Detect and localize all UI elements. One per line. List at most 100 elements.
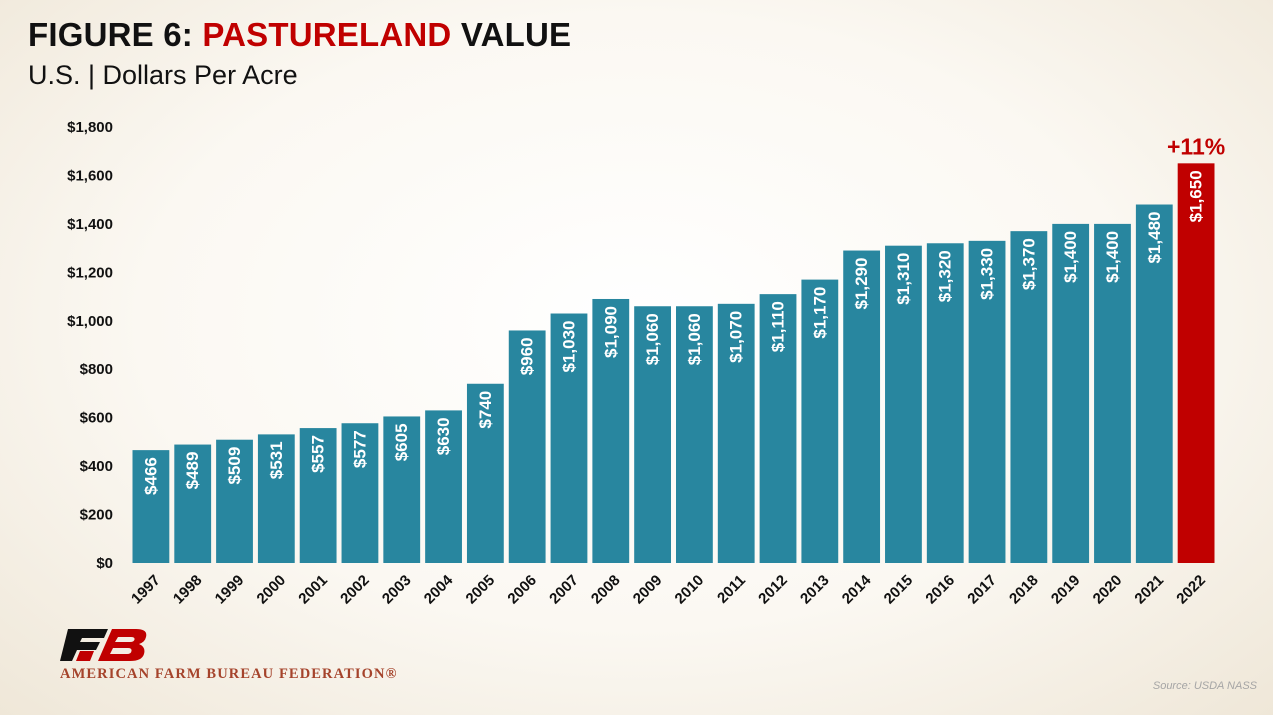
x-tick-label: 2008 <box>588 572 624 608</box>
bar-2002 <box>341 423 379 563</box>
bar-value-label: $1,320 <box>936 250 955 302</box>
y-tick-label: $1,000 <box>67 313 113 330</box>
x-tick-label: 2011 <box>714 572 749 607</box>
bar-2012 <box>759 294 797 563</box>
bar-value-label: $960 <box>518 337 537 375</box>
bar-value-label: $1,480 <box>1145 212 1164 264</box>
org-name: AMERICAN FARM BUREAU FEDERATION® <box>60 666 398 682</box>
x-tick-label: 1999 <box>212 572 248 608</box>
title-suffix: VALUE <box>451 16 572 53</box>
bar-value-label: $1,400 <box>1061 231 1080 283</box>
bar-value-label: $1,030 <box>559 321 578 373</box>
bar-value-label: $1,370 <box>1019 238 1038 290</box>
x-tick-label: 2006 <box>504 572 540 608</box>
x-tick-label: 2020 <box>1090 572 1126 608</box>
bar-2014 <box>843 250 881 564</box>
x-tick-label: 2003 <box>379 572 415 608</box>
bar-value-label: $1,170 <box>810 287 829 339</box>
y-tick-label: $1,400 <box>67 216 113 233</box>
x-tick-label: 2016 <box>922 572 958 608</box>
x-tick-label: 2012 <box>755 572 791 608</box>
bar-value-label: $1,110 <box>769 301 788 352</box>
bar-value-label: $1,650 <box>1187 170 1206 222</box>
x-tick-label: 2000 <box>254 572 290 608</box>
bar-value-label: $1,400 <box>1103 231 1122 283</box>
bar-value-label: $630 <box>434 417 453 455</box>
x-tick-label: 2005 <box>463 572 499 608</box>
bar-value-label: $1,290 <box>852 258 871 310</box>
x-axis: 1997 1998 1999 2000 2001 2002 2003 2004 2005 2006… <box>128 571 1209 607</box>
y-tick-label: $800 <box>80 361 113 378</box>
bar-1997 <box>132 450 170 563</box>
bar-value-label: $740 <box>476 391 495 429</box>
bar-value-label: $557 <box>309 435 328 473</box>
chart-title: FIGURE 6: PASTURELAND VALUE <box>28 16 571 54</box>
x-tick-label: 2014 <box>839 571 875 607</box>
bar-value-label: $509 <box>225 447 244 485</box>
x-tick-label: 2013 <box>797 572 833 608</box>
x-tick-label: 2007 <box>546 572 582 608</box>
bar-1998 <box>174 444 212 563</box>
bar-2004 <box>425 410 462 563</box>
bar-2017 <box>968 240 1006 563</box>
bar-2021 <box>1135 204 1173 563</box>
x-tick-label: 2017 <box>964 572 1000 608</box>
bar-value-label: $1,060 <box>643 313 662 365</box>
x-tick-label: 2010 <box>672 572 708 608</box>
x-tick-label: 1998 <box>170 572 206 608</box>
y-tick-label: $200 <box>80 507 113 524</box>
y-axis: $0 $200 $400 $600 $800 $1,000 $1,200 $1,400 $1,6… <box>67 119 113 572</box>
bar-2013 <box>801 279 839 563</box>
change-annotation: +11% <box>1167 133 1225 159</box>
y-tick-label: $400 <box>80 458 113 475</box>
bar-value-label: $577 <box>350 430 369 468</box>
x-tick-label: 2022 <box>1173 572 1209 608</box>
bar-2000 <box>257 434 295 563</box>
x-tick-label: 2019 <box>1048 572 1084 608</box>
bar-2007 <box>550 313 588 563</box>
x-tick-label: 1997 <box>128 572 164 608</box>
x-tick-label: 2018 <box>1006 572 1042 608</box>
bar-value-label: $1,330 <box>978 248 997 300</box>
chart-annotations: +11% <box>1167 133 1225 159</box>
bar-2003 <box>383 416 421 563</box>
afbf-logo-icon <box>60 629 147 661</box>
bar-value-label: $1,070 <box>727 311 746 363</box>
y-tick-label: $600 <box>80 410 113 427</box>
bar-2022 <box>1177 163 1215 564</box>
x-tick-label: 2021 <box>1131 572 1167 608</box>
chart-subtitle: U.S. | Dollars Per Acre <box>28 60 298 90</box>
bar-2005 <box>466 383 504 563</box>
x-tick-label: 2009 <box>630 572 666 608</box>
bar-series: $466 $489 $509 $531 $557 $577 $605 $630 $740 $960… <box>132 163 1215 564</box>
x-tick-label: 2002 <box>337 572 373 608</box>
title-highlight: PASTURELAND <box>202 16 452 53</box>
bar-2015 <box>885 245 922 563</box>
bar-2018 <box>1010 231 1048 563</box>
title-prefix: FIGURE 6: <box>28 16 203 53</box>
bar-value-label: $531 <box>267 441 286 479</box>
bar-2016 <box>926 243 964 563</box>
bar-2009 <box>634 306 671 563</box>
bar-2006 <box>508 330 546 563</box>
bar-value-label: $489 <box>183 452 202 490</box>
bar-2020 <box>1094 223 1131 563</box>
y-tick-label: $1,800 <box>67 119 113 136</box>
bar-2011 <box>717 303 755 563</box>
bar-value-label: $466 <box>141 457 160 495</box>
bar-value-label: $1,060 <box>685 313 704 365</box>
y-tick-label: $1,600 <box>67 167 113 184</box>
bar-2008 <box>592 298 630 563</box>
bar-value-label: $1,090 <box>601 306 620 358</box>
bar-2019 <box>1052 223 1090 563</box>
bar-2001 <box>299 428 337 563</box>
bar-2010 <box>676 306 713 563</box>
x-tick-label: 2001 <box>295 572 331 608</box>
y-tick-label: $1,200 <box>67 264 113 281</box>
x-tick-label: 2004 <box>421 571 457 607</box>
source-note: Source: USDA NASS <box>1152 680 1257 692</box>
y-tick-label: $0 <box>96 555 113 572</box>
bar-value-label: $605 <box>392 423 411 461</box>
x-tick-label: 2015 <box>881 572 917 608</box>
